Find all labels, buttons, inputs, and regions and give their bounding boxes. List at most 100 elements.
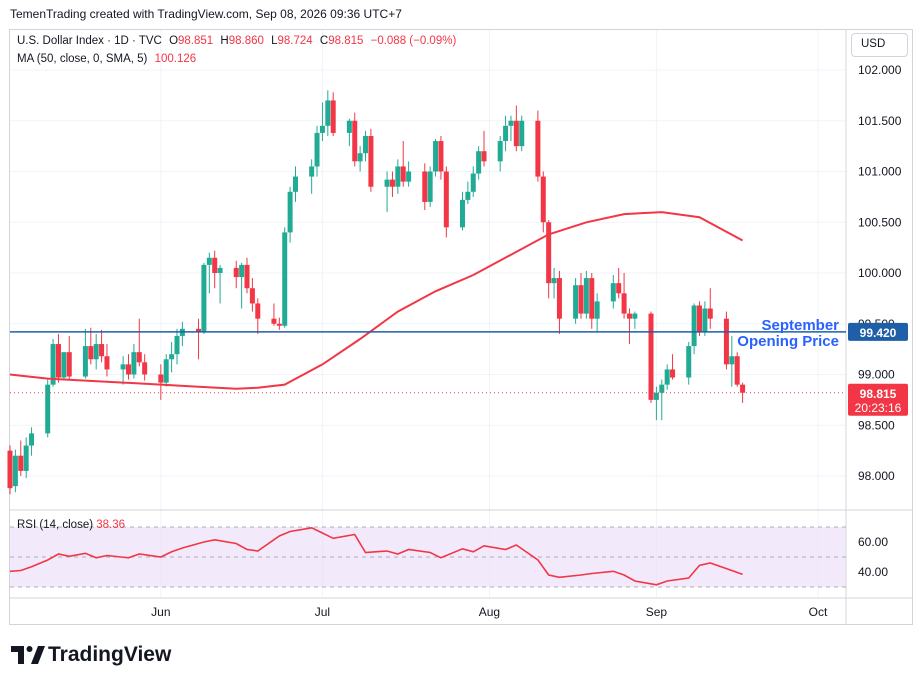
candle-body: [470, 173, 476, 192]
candle-body: [29, 433, 35, 446]
candle-body: [621, 293, 627, 314]
ma-label[interactable]: MA (50, close, 0, SMA, 5): [17, 53, 148, 65]
price-tick-label: 99.000: [858, 368, 895, 382]
price-tick-label: 98.000: [858, 469, 895, 483]
candle-body: [174, 335, 180, 355]
candle-body: [626, 313, 632, 319]
candle-body: [244, 264, 250, 289]
candle-body: [325, 100, 331, 126]
candle-body: [465, 191, 471, 200]
candle-body: [729, 356, 735, 365]
candle-body: [357, 153, 363, 162]
chart-credit: TemenTrading created with TradingView.co…: [10, 7, 402, 21]
candle-body: [723, 318, 729, 365]
countdown-text: 20:23:16: [855, 401, 902, 415]
candle-body: [481, 151, 487, 162]
price-tick-label: 101.000: [858, 165, 902, 179]
candle-body: [66, 352, 72, 377]
candle-body: [503, 125, 509, 142]
candle-body: [23, 445, 29, 471]
rsi-tick-label: 40.00: [858, 565, 888, 579]
candle-body: [330, 100, 336, 133]
candle-body: [212, 257, 218, 273]
candle-body: [276, 323, 282, 326]
candle-body: [255, 303, 261, 319]
high-value: H98.860: [220, 35, 264, 47]
close-label: C: [319, 35, 329, 47]
time-tick-label: Oct: [809, 605, 828, 619]
time-tick-label: Aug: [479, 605, 500, 619]
tradingview-logo-icon: [11, 646, 45, 664]
rsi-value: 38.36: [96, 519, 126, 531]
candle-body: [653, 392, 659, 400]
rsi-legend: RSI (14, close) 38.36: [17, 519, 125, 531]
candle-body: [136, 352, 142, 363]
candle-body: [734, 356, 740, 385]
candle-body: [368, 135, 374, 187]
candle-body: [363, 135, 369, 154]
rsi-tick-label: 60.00: [858, 535, 888, 549]
close-number: 98.815: [328, 35, 364, 47]
ohlc-legend: U.S. Dollar Index · 1D · TVC O98.851 H98…: [17, 35, 460, 47]
candle-body: [578, 285, 584, 314]
low-number: 98.724: [277, 35, 313, 47]
annotation-opening-price: Opening Price: [737, 333, 839, 350]
ma-legend: MA (50, close, 0, SMA, 5) 100.126: [17, 53, 200, 65]
time-tick-label: Jul: [315, 605, 330, 619]
candle-body: [616, 283, 622, 294]
candle-body: [82, 346, 88, 377]
current-price-text: 98.815: [860, 387, 897, 401]
candle-body: [632, 313, 638, 319]
candle-body: [476, 151, 482, 174]
candle-body: [99, 344, 105, 357]
candle-body: [740, 384, 746, 393]
candle-body: [169, 354, 175, 360]
candle-body: [7, 450, 13, 489]
candle-body: [384, 179, 390, 187]
time-tick-label: Jun: [151, 605, 170, 619]
candle-body: [249, 288, 255, 304]
candle-body: [233, 267, 239, 278]
candle-body: [427, 171, 433, 202]
current-price-tag: [848, 383, 908, 416]
candle-body: [443, 171, 449, 228]
candle-body: [282, 232, 288, 326]
candle-body: [551, 278, 557, 284]
candle-body: [573, 285, 579, 319]
candle-body: [583, 278, 589, 314]
candle-body: [438, 141, 444, 172]
candle-body: [309, 166, 315, 177]
candle-body: [126, 364, 132, 375]
candle-body: [88, 346, 94, 360]
currency-button[interactable]: USD: [851, 33, 908, 57]
symbol-label[interactable]: U.S. Dollar Index · 1D · TVC: [17, 35, 162, 47]
candle-body: [55, 344, 61, 378]
candle-body: [319, 125, 325, 133]
candle-body: [45, 384, 51, 434]
price-tick-label: 98.500: [858, 418, 895, 432]
brand-name[interactable]: TradingView: [48, 643, 172, 666]
candle-body: [206, 257, 212, 265]
rsi-line: [9, 526, 743, 586]
candle-body: [217, 267, 223, 273]
candle-body: [659, 384, 665, 393]
candle-body: [201, 264, 207, 332]
candle-body: [707, 308, 713, 319]
candle-body: [702, 308, 708, 332]
time-tick-label: Sep: [646, 605, 668, 619]
candle-body: [508, 120, 514, 126]
ma-line: [9, 211, 744, 390]
close-value: C98.815: [320, 35, 364, 47]
open-value: O98.851: [169, 35, 213, 47]
candle-body: [406, 171, 412, 182]
ma-value: 100.126: [154, 53, 197, 65]
candle-body: [18, 455, 24, 471]
rsi-label[interactable]: RSI (14, close): [17, 519, 94, 531]
level-price-text: 99.420: [860, 326, 897, 340]
candle-body: [433, 141, 439, 172]
chart-frame: [9, 29, 913, 625]
candle-body: [610, 283, 616, 302]
annotation-september: September: [761, 317, 839, 334]
open-label: O: [169, 35, 179, 47]
